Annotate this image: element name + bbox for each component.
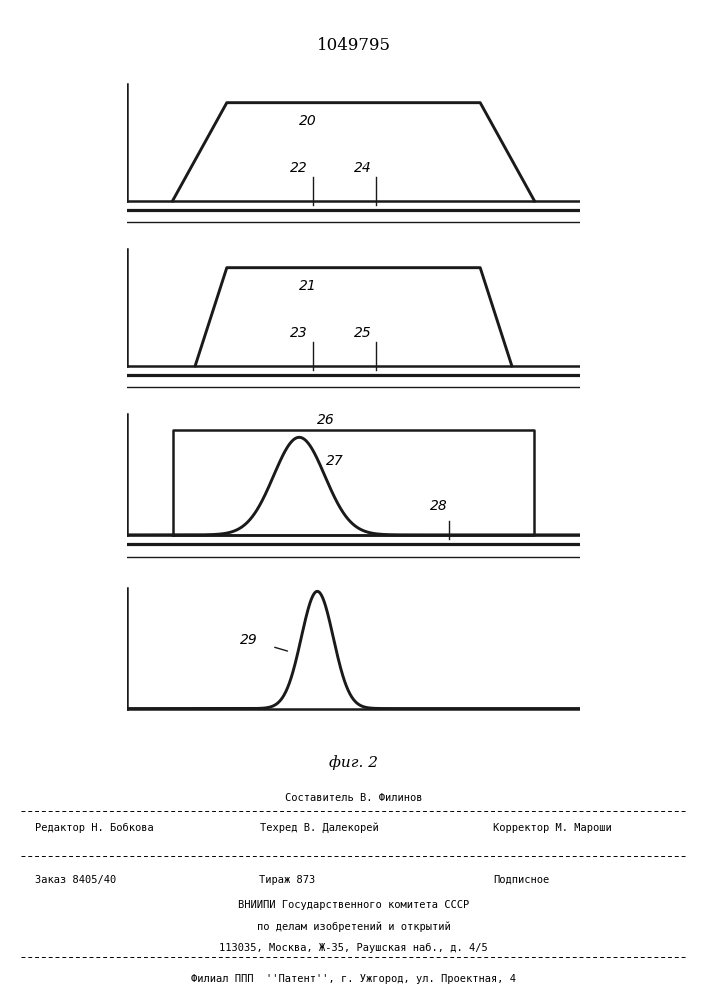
Text: Филиал ППП  ''Патент'', г. Ужгород, ул. Проектная, 4: Филиал ППП ''Патент'', г. Ужгород, ул. П… bbox=[191, 974, 516, 984]
Text: 20: 20 bbox=[299, 114, 317, 128]
Text: по делам изобретений и открытий: по делам изобретений и открытий bbox=[257, 922, 450, 932]
Text: Тираж 873: Тираж 873 bbox=[259, 875, 315, 885]
Text: 29: 29 bbox=[240, 633, 258, 647]
Text: Заказ 8405/40: Заказ 8405/40 bbox=[35, 875, 116, 885]
Text: Составитель В. Филинов: Составитель В. Филинов bbox=[285, 793, 422, 803]
Text: 22: 22 bbox=[290, 161, 308, 175]
Text: Техред В. Далекорей: Техред В. Далекорей bbox=[260, 823, 379, 833]
Text: 26: 26 bbox=[317, 413, 335, 427]
Text: 113035, Москва, Ж-35, Раушская наб., д. 4/5: 113035, Москва, Ж-35, Раушская наб., д. … bbox=[219, 943, 488, 953]
Text: фиг. 2: фиг. 2 bbox=[329, 755, 378, 770]
Text: 23: 23 bbox=[290, 326, 308, 340]
Text: 28: 28 bbox=[431, 499, 448, 513]
Text: 24: 24 bbox=[354, 161, 371, 175]
Text: 21: 21 bbox=[299, 279, 317, 293]
Text: ВНИИПИ Государственного комитета СССР: ВНИИПИ Государственного комитета СССР bbox=[238, 900, 469, 910]
Text: Редактор Н. Бобкова: Редактор Н. Бобкова bbox=[35, 823, 153, 833]
Text: 27: 27 bbox=[327, 454, 344, 468]
Text: Подписное: Подписное bbox=[493, 875, 549, 885]
Text: 1049795: 1049795 bbox=[317, 36, 390, 53]
Text: Корректор М. Мароши: Корректор М. Мароши bbox=[493, 823, 612, 833]
Text: 25: 25 bbox=[354, 326, 371, 340]
